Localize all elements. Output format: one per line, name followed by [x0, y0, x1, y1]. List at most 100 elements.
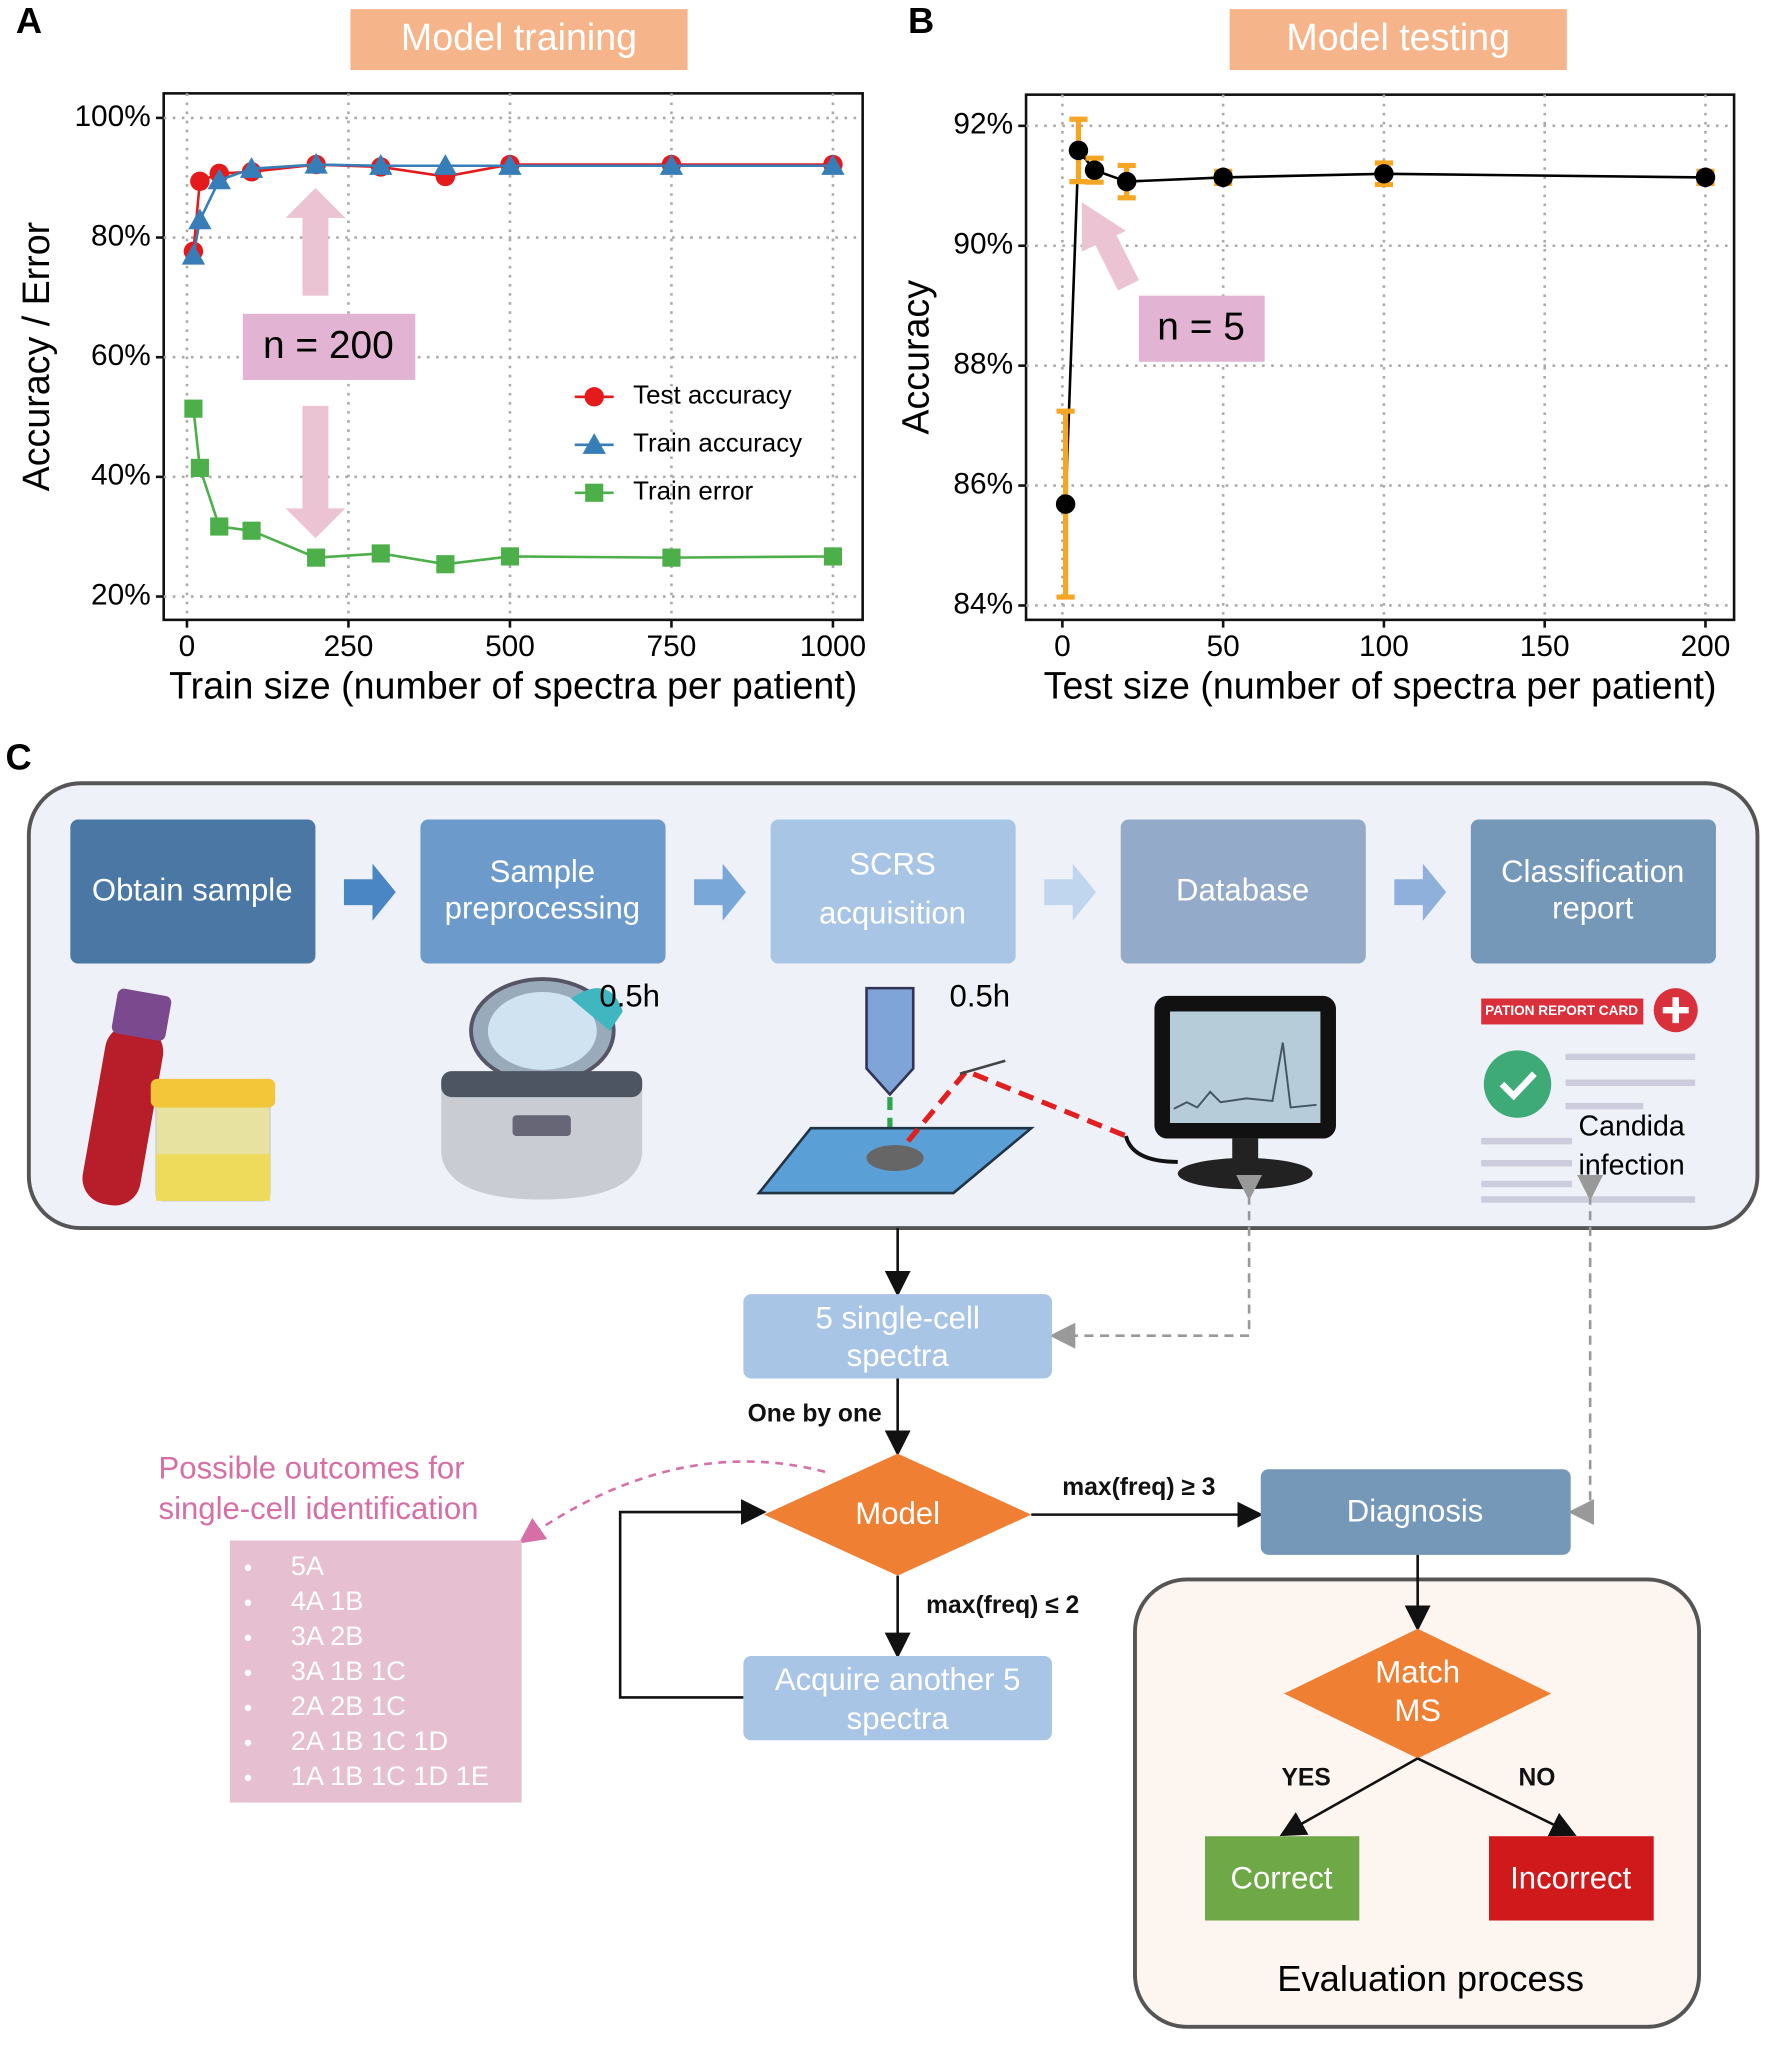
spectra-label: 5 single-cell	[816, 1300, 980, 1335]
model-label: Model	[855, 1496, 940, 1531]
x-tick-label: 250	[324, 630, 374, 663]
x-tick-label: 150	[1520, 630, 1570, 663]
diagnosis-box	[1260, 1469, 1571, 1555]
x-tick-label: 50	[1207, 630, 1240, 663]
marker	[369, 154, 393, 175]
point	[1055, 494, 1076, 514]
incorrect-box	[1488, 1836, 1654, 1921]
sample-icon	[82, 988, 276, 1206]
marker	[242, 521, 261, 540]
outcomes-box	[229, 1540, 522, 1803]
step-box	[70, 819, 316, 964]
step-arrow	[1394, 863, 1447, 921]
outcomes-list: 5A 4A 1B 3A 2B 3A 1B 1C 2A 2B 1C 2A 1B 1C 1D 1…	[244, 1550, 489, 1791]
marker	[659, 154, 684, 175]
outcome-item: 3A 1B 1C	[291, 1655, 406, 1686]
marker	[188, 208, 212, 230]
outcome-item: 4A 1B	[291, 1585, 364, 1616]
point	[1084, 160, 1105, 180]
outcome-item: 2A 1B 1C 1D	[291, 1725, 448, 1756]
diagnosis-label: Diagnosis	[1347, 1494, 1484, 1529]
time-label: 0.5h	[599, 979, 660, 1014]
bullet	[244, 1774, 252, 1782]
marker	[436, 555, 455, 574]
marker	[585, 483, 604, 502]
match-label: MS	[1394, 1693, 1441, 1728]
marker	[184, 399, 203, 418]
report-card-label: PATION REPORT CARD	[1485, 1003, 1638, 1018]
step-label: Database	[1176, 872, 1309, 907]
marker	[190, 171, 210, 192]
acquire-box	[743, 1655, 1052, 1741]
y-tick-label: 90%	[953, 228, 1013, 261]
evaluation-label: Evaluation process	[1277, 1958, 1584, 1999]
chart-title: Model training	[401, 16, 637, 58]
outcome-item: 1A 1B 1C 1D 1E	[291, 1760, 489, 1791]
point	[1068, 140, 1089, 161]
marker	[823, 547, 843, 566]
step-label: Classification	[1501, 854, 1684, 889]
no-label: NO	[1519, 1765, 1556, 1792]
bullet	[244, 1704, 252, 1712]
marker	[207, 168, 231, 190]
outcome-item: 5A	[291, 1550, 325, 1581]
y-tick-label: 100%	[74, 100, 150, 133]
x-axis-label: Test size (number of spectra per patient…	[1044, 665, 1717, 707]
step-label: Obtain sample	[92, 872, 293, 907]
bullet	[244, 1634, 252, 1642]
report-icon	[1481, 988, 1698, 1203]
marker	[500, 547, 520, 566]
marker	[210, 517, 229, 536]
annotation: n = 200	[263, 324, 394, 367]
bullet	[244, 1739, 252, 1747]
y-tick-label: 86%	[953, 467, 1013, 500]
step-label: Sample	[490, 854, 595, 889]
x-tick-label: 750	[647, 630, 697, 663]
title-box	[1229, 9, 1567, 71]
marker	[582, 433, 606, 454]
y-axis-label: Accuracy	[894, 280, 936, 435]
annotation-arrow	[285, 405, 346, 539]
marker	[584, 387, 604, 407]
match-diamond	[1284, 1628, 1552, 1759]
acquire-label: spectra	[847, 1701, 950, 1736]
x-tick-label: 0	[1054, 630, 1071, 663]
chart-title: Model testing	[1286, 16, 1510, 58]
report-result: infection	[1579, 1150, 1685, 1182]
flow-arrow	[1417, 1757, 1577, 1837]
x-tick-label: 200	[1681, 630, 1731, 663]
legend-label: Train error	[633, 478, 753, 506]
step-label: SCRS	[849, 846, 935, 881]
y-tick-label: 80%	[91, 219, 151, 252]
y-tick-label: 92%	[953, 108, 1013, 141]
y-tick-label: 40%	[91, 459, 151, 492]
y-tick-label: 20%	[91, 578, 151, 611]
annotation-box	[242, 313, 416, 380]
y-tick-label: 60%	[91, 339, 151, 372]
legend-label: Test accuracy	[633, 382, 792, 410]
flow-label: One by one	[748, 1400, 882, 1427]
annotation-arrow	[1092, 228, 1139, 291]
y-tick-label: 88%	[953, 348, 1013, 381]
annotation: n = 5	[1157, 306, 1245, 349]
step-arrow	[343, 863, 396, 921]
annotation-arrow	[285, 188, 346, 296]
step-box	[1120, 819, 1366, 964]
step-label: preprocessing	[445, 891, 640, 926]
raman-icon	[756, 986, 1127, 1195]
correct-label: Correct	[1231, 1861, 1333, 1896]
step-label: acquisition	[819, 896, 966, 931]
step-arrow	[694, 863, 746, 921]
incorrect-label: Incorrect	[1510, 1861, 1631, 1896]
centrifuge-icon	[441, 977, 643, 1200]
spectra-label: spectra	[847, 1338, 950, 1373]
time-label: 0.5h	[950, 979, 1011, 1014]
x-tick-label: 500	[485, 630, 535, 663]
legend-label: Train accuracy	[633, 430, 802, 458]
point	[1374, 164, 1394, 184]
bullet	[244, 1564, 252, 1572]
flow-label: max(freq) ≤ 2	[926, 1592, 1079, 1619]
point	[1213, 167, 1233, 188]
dashed-arrow	[1568, 1174, 1604, 1525]
